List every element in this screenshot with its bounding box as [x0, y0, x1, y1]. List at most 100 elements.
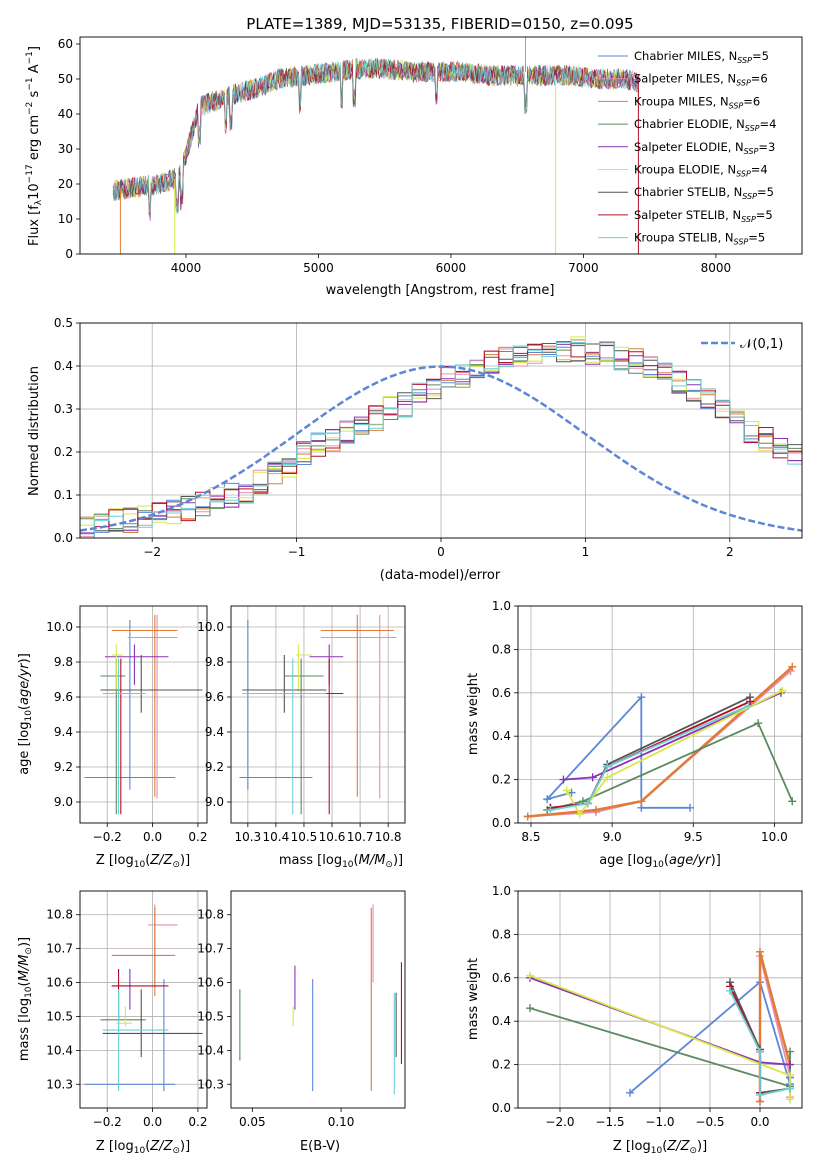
- weight-marker: [543, 795, 552, 804]
- y-tick-label: 0.0: [54, 531, 73, 545]
- x-tick-label: −0.2: [93, 830, 122, 844]
- legend-nssp: =6: [751, 72, 768, 86]
- errorbar-point: [309, 644, 344, 685]
- figure-title: PLATE=1389, MJD=53135, FIBERID=0150, z=0…: [246, 15, 633, 33]
- y-tick-label: 9.6: [54, 690, 73, 704]
- y-tick-label: 50: [58, 72, 73, 86]
- y-tick-label: 0.6: [492, 686, 511, 700]
- age-metallicity-xlabel: Z [log10(Z/Z⊙)]: [96, 853, 190, 870]
- legend-entry: Kroupa MILES, NSSP=6: [634, 94, 760, 110]
- axes-frame: [517, 605, 803, 824]
- x-tick-label: 9.5: [684, 830, 703, 844]
- weight-metallicity-ylabel: mass weight: [466, 958, 481, 1040]
- y-tick-label: 0: [65, 247, 73, 261]
- x-tick-label: −0.5: [695, 1115, 724, 1129]
- y-tick-label: 20: [58, 177, 73, 191]
- x-tick-label: 10.5: [291, 830, 318, 844]
- x-tick-label: 10.8: [375, 830, 402, 844]
- y-tick-label: 60: [58, 37, 73, 51]
- legend-subscript: SSP: [744, 147, 759, 156]
- y-tick-label: 9.4: [54, 725, 73, 739]
- age-metallicity-ylabel: age [log10(age/yr)]: [17, 653, 34, 775]
- y-tick-label: 0.0: [492, 816, 511, 830]
- errorbar-point: [102, 658, 146, 815]
- legend-entry: Salpeter MILES, NSSP=6: [634, 72, 768, 88]
- x-tick-label: 9.0: [603, 830, 622, 844]
- errorbar-point: [242, 658, 327, 815]
- legend-entry: Chabrier STELIB, NSSP=5: [634, 185, 774, 201]
- y-tick-label: 1.0: [492, 884, 511, 898]
- weight-series-line: [527, 665, 794, 818]
- y-tick-label: 10: [58, 212, 73, 226]
- weight-marker: [637, 693, 646, 702]
- legend-nssp: =3: [758, 140, 775, 154]
- errorbar-point: [127, 614, 178, 799]
- weight-marker: [788, 797, 797, 806]
- spectrum-panel: 4000 5000 6000 7000 8000 0 10 20 30 40 50 60 wavele…: [25, 36, 803, 298]
- legend-subscript: SSP: [742, 192, 757, 201]
- errorbar-point: [100, 658, 126, 815]
- weight-marker: [588, 773, 597, 782]
- weight-metallicity-xlabel: Z [log10(Z/Z⊙)]: [613, 1139, 707, 1156]
- errorbar-point: [102, 989, 169, 1092]
- histogram-xlabel: (data-model)/error: [380, 568, 501, 583]
- weight-marker: [575, 810, 584, 819]
- legend-nssp: =5: [748, 231, 765, 245]
- x-tick-label: −0.2: [93, 1115, 122, 1129]
- mass-extinction-xlabel: E(B-V): [300, 1139, 340, 1154]
- weight-vs-metallicity-panel: −2.0 −1.5 −1.0 −0.5 0.0 0.0 0.2 0.4 0.6 0.8 1.0 Z …: [466, 884, 803, 1156]
- x-tick-label: −2.0: [545, 1115, 574, 1129]
- errorbar-point: [84, 620, 176, 790]
- weight-marker: [591, 805, 600, 814]
- y-tick-label: 9.6: [205, 690, 224, 704]
- errorbar-point: [107, 658, 142, 815]
- errorbar-point: [111, 907, 176, 997]
- y-tick-label: 0.2: [54, 445, 73, 459]
- x-tick-label: 6000: [436, 261, 467, 275]
- y-tick-label: 10.5: [46, 1009, 73, 1023]
- mass-metallicity-xlabel: Z [log10(Z/Z⊙)]: [96, 1139, 190, 1156]
- weight-marker: [756, 1047, 764, 1056]
- y-tick-label: 10.4: [197, 1043, 224, 1057]
- x-tick-label: 4000: [171, 261, 202, 275]
- x-tick-label: 10.6: [319, 830, 346, 844]
- weight-marker: [686, 803, 695, 812]
- histogram-step: [80, 336, 802, 538]
- legend-subscript: SSP: [736, 79, 751, 88]
- legend-entry: Kroupa ELODIE, NSSP=4: [634, 163, 768, 179]
- weight-marker: [786, 1084, 794, 1093]
- errorbar-point: [100, 655, 203, 713]
- weight-marker: [786, 1060, 794, 1069]
- weight-series-line: [550, 704, 749, 811]
- spectrum-ylabel: Flux [fλ10−17 erg cm−2 s−1 A−1]: [25, 46, 44, 246]
- x-tick-label: 2: [726, 545, 734, 559]
- axes-frame: [79, 605, 208, 824]
- errorbar-point: [301, 658, 344, 815]
- histogram-step: [80, 342, 802, 538]
- y-tick-label: 9.0: [54, 795, 73, 809]
- weight-marker: [526, 1004, 534, 1013]
- errorbar-point: [284, 658, 324, 815]
- histogram-ylabel: Normed distribution: [27, 366, 42, 496]
- legend-subscript: SSP: [736, 170, 751, 179]
- axes-frame: [79, 36, 803, 255]
- weight-vs-age-panel: 8.5 9.0 9.5 10.0 0.0 0.2 0.4 0.6 0.8 1.0 age [log…: [466, 599, 803, 870]
- weight-marker: [746, 697, 755, 706]
- legend-entry: Salpeter ELODIE, NSSP=3: [634, 140, 775, 156]
- y-tick-label: 10.7: [197, 942, 224, 956]
- legend-nssp: =5: [756, 208, 773, 222]
- residual-histogram-panel: −2 −1 0 1 2 0.0 0.1 0.2 0.3 0.4 0.5 (data-model)/e…: [27, 316, 803, 583]
- x-tick-label: 10.4: [263, 830, 290, 844]
- y-tick-label: 9.4: [205, 725, 224, 739]
- legend-entry: Kroupa STELIB, NSSP=5: [634, 231, 765, 247]
- y-tick-label: 9.8: [54, 655, 73, 669]
- legend-subscript: SSP: [745, 124, 760, 133]
- y-tick-label: 10.6: [197, 976, 224, 990]
- y-tick-label: 10.8: [46, 908, 73, 922]
- errorbar-point: [111, 644, 124, 692]
- weight-age-xlabel: age [log10(age/yr)]: [599, 853, 721, 870]
- y-tick-label: 10.5: [197, 1009, 224, 1023]
- weight-series-line: [729, 990, 791, 1097]
- x-tick-label: 0.2: [188, 1115, 207, 1129]
- y-tick-label: 10.0: [46, 620, 73, 634]
